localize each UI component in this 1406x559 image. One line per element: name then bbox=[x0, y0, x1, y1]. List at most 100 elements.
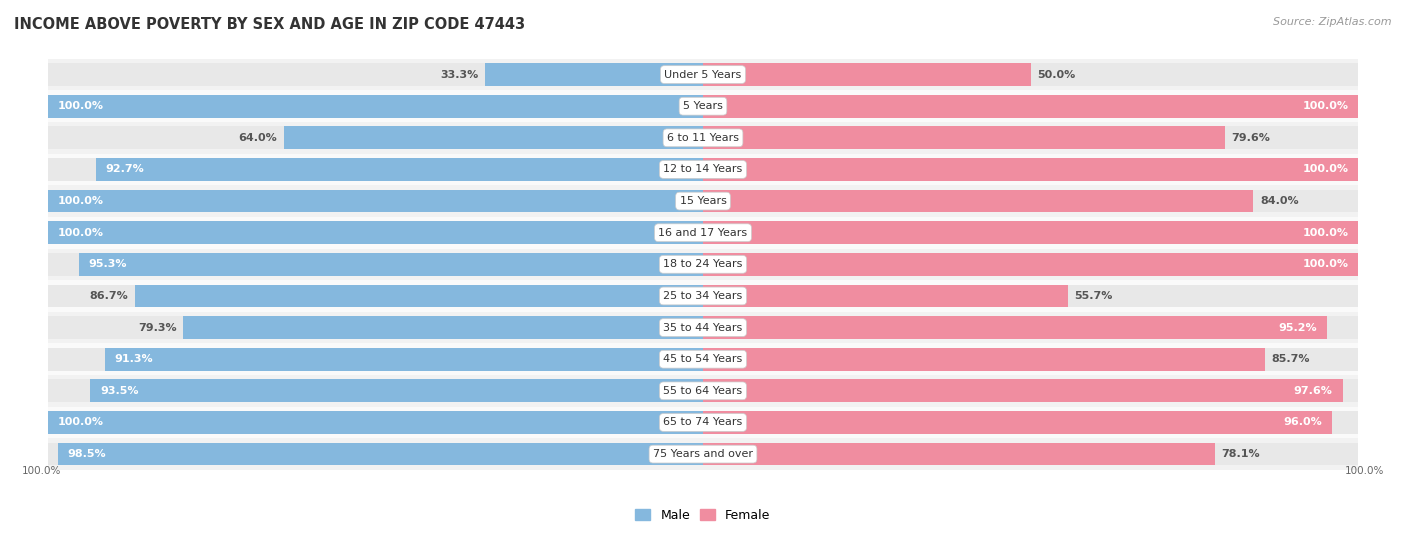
Bar bbox=[48, 63, 703, 86]
Bar bbox=[703, 221, 1358, 244]
Bar bbox=[703, 285, 1358, 307]
Text: 100.0%: 100.0% bbox=[58, 196, 104, 206]
Text: 55 to 64 Years: 55 to 64 Years bbox=[664, 386, 742, 396]
Bar bbox=[48, 185, 1358, 217]
Text: 25 to 34 Years: 25 to 34 Years bbox=[664, 291, 742, 301]
Bar bbox=[58, 443, 703, 466]
Text: 97.6%: 97.6% bbox=[1294, 386, 1333, 396]
Bar bbox=[48, 95, 703, 117]
Bar bbox=[703, 411, 1358, 434]
Bar bbox=[703, 411, 1331, 434]
Bar bbox=[48, 158, 703, 181]
Bar bbox=[48, 411, 703, 434]
Text: Under 5 Years: Under 5 Years bbox=[665, 69, 741, 79]
Bar bbox=[703, 158, 1358, 181]
Bar bbox=[485, 63, 703, 86]
Text: 65 to 74 Years: 65 to 74 Years bbox=[664, 418, 742, 428]
Bar bbox=[48, 343, 1358, 375]
Bar bbox=[703, 190, 1253, 212]
Text: 96.0%: 96.0% bbox=[1284, 418, 1322, 428]
Bar bbox=[48, 217, 1358, 249]
Bar bbox=[703, 316, 1327, 339]
Bar bbox=[105, 348, 703, 371]
Bar bbox=[48, 348, 703, 371]
Text: 100.0%: 100.0% bbox=[1302, 164, 1348, 174]
Bar bbox=[48, 280, 1358, 312]
Text: 100.0%: 100.0% bbox=[1302, 228, 1348, 238]
Text: 85.7%: 85.7% bbox=[1271, 354, 1309, 364]
Bar bbox=[79, 253, 703, 276]
Bar bbox=[284, 126, 703, 149]
Legend: Male, Female: Male, Female bbox=[636, 509, 770, 522]
Bar bbox=[48, 190, 703, 212]
Text: 45 to 54 Years: 45 to 54 Years bbox=[664, 354, 742, 364]
Text: 35 to 44 Years: 35 to 44 Years bbox=[664, 323, 742, 333]
Bar bbox=[703, 443, 1358, 466]
Bar bbox=[48, 316, 703, 339]
Text: 100.0%: 100.0% bbox=[1302, 101, 1348, 111]
Bar bbox=[96, 158, 703, 181]
Bar bbox=[703, 380, 1358, 402]
Bar bbox=[183, 316, 703, 339]
Text: 100.0%: 100.0% bbox=[58, 101, 104, 111]
Bar bbox=[48, 411, 703, 434]
Text: 100.0%: 100.0% bbox=[58, 418, 104, 428]
Text: 100.0%: 100.0% bbox=[1346, 467, 1385, 476]
Bar bbox=[703, 221, 1358, 244]
Bar bbox=[48, 249, 1358, 280]
Text: 64.0%: 64.0% bbox=[239, 133, 277, 143]
Bar bbox=[48, 375, 1358, 406]
Bar bbox=[48, 95, 703, 117]
Text: 5 Years: 5 Years bbox=[683, 101, 723, 111]
Bar bbox=[703, 348, 1358, 371]
Bar bbox=[48, 221, 703, 244]
Text: 86.7%: 86.7% bbox=[90, 291, 128, 301]
Bar bbox=[703, 380, 1343, 402]
Text: 75 Years and over: 75 Years and over bbox=[652, 449, 754, 459]
Bar bbox=[48, 91, 1358, 122]
Text: 78.1%: 78.1% bbox=[1222, 449, 1260, 459]
Text: 98.5%: 98.5% bbox=[67, 449, 105, 459]
Bar bbox=[703, 253, 1358, 276]
Bar bbox=[703, 95, 1358, 117]
Bar bbox=[703, 443, 1215, 466]
Bar bbox=[90, 380, 703, 402]
Bar bbox=[48, 59, 1358, 91]
Bar bbox=[48, 438, 1358, 470]
Bar bbox=[48, 190, 703, 212]
Bar bbox=[703, 190, 1358, 212]
Text: 79.6%: 79.6% bbox=[1232, 133, 1270, 143]
Text: 33.3%: 33.3% bbox=[440, 69, 478, 79]
Bar bbox=[48, 221, 703, 244]
Bar bbox=[703, 316, 1358, 339]
Text: 16 and 17 Years: 16 and 17 Years bbox=[658, 228, 748, 238]
Bar bbox=[703, 95, 1358, 117]
Bar bbox=[703, 253, 1358, 276]
Bar bbox=[703, 348, 1264, 371]
Bar bbox=[48, 406, 1358, 438]
Text: 12 to 14 Years: 12 to 14 Years bbox=[664, 164, 742, 174]
Text: 93.5%: 93.5% bbox=[100, 386, 139, 396]
Text: Source: ZipAtlas.com: Source: ZipAtlas.com bbox=[1274, 17, 1392, 27]
Bar bbox=[703, 63, 1031, 86]
Text: 95.3%: 95.3% bbox=[89, 259, 127, 269]
Bar bbox=[703, 63, 1358, 86]
Bar bbox=[135, 285, 703, 307]
Bar bbox=[703, 126, 1225, 149]
Text: 79.3%: 79.3% bbox=[138, 323, 177, 333]
Text: 55.7%: 55.7% bbox=[1074, 291, 1114, 301]
Text: 6 to 11 Years: 6 to 11 Years bbox=[666, 133, 740, 143]
Text: 91.3%: 91.3% bbox=[115, 354, 153, 364]
Bar bbox=[48, 443, 703, 466]
Bar bbox=[48, 122, 1358, 154]
Bar bbox=[48, 154, 1358, 185]
Text: 50.0%: 50.0% bbox=[1038, 69, 1076, 79]
Bar bbox=[48, 285, 703, 307]
Bar bbox=[48, 253, 703, 276]
Bar bbox=[703, 158, 1358, 181]
Text: 18 to 24 Years: 18 to 24 Years bbox=[664, 259, 742, 269]
Bar bbox=[48, 126, 703, 149]
Text: 84.0%: 84.0% bbox=[1260, 196, 1299, 206]
Bar bbox=[703, 285, 1069, 307]
Text: 95.2%: 95.2% bbox=[1278, 323, 1317, 333]
